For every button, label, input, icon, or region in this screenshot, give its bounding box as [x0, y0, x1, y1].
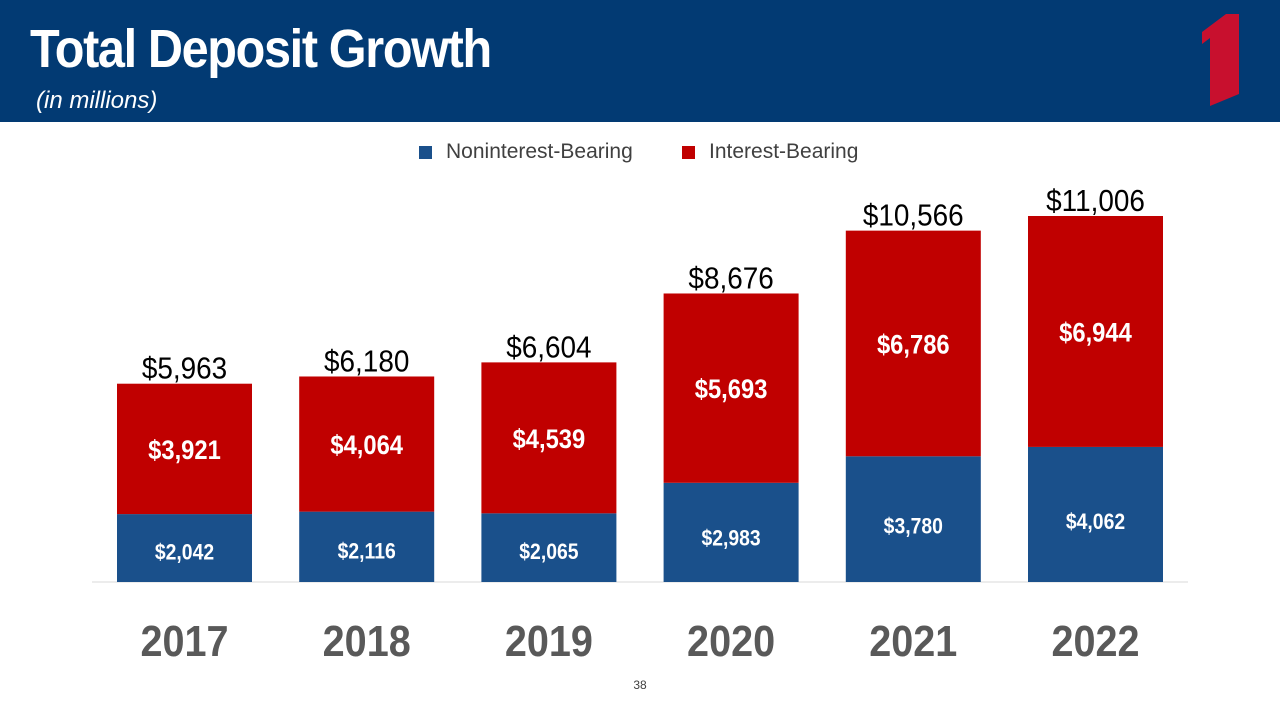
data-label-interest-bearing-2018: $4,064: [330, 431, 403, 461]
data-label-noninterest-bearing-2020: $2,983: [701, 526, 760, 550]
x-tick-label-2017: 2017: [140, 616, 228, 665]
bar-interest-bearing-2019: [481, 362, 617, 514]
data-label-interest-bearing-2017: $3,921: [148, 436, 221, 466]
page-subtitle: (in millions): [36, 87, 158, 114]
data-label-total-2018: $6,180: [324, 344, 409, 379]
bar-interest-bearing-2021: [845, 230, 981, 457]
x-tick-label-2022: 2022: [1051, 616, 1139, 665]
legend-swatch-interest-bearing: [682, 145, 695, 159]
page-title: Total Deposit Growth: [30, 19, 492, 79]
data-label-interest-bearing-2021: $6,786: [877, 330, 950, 360]
data-label-noninterest-bearing-2021: $3,780: [884, 514, 943, 538]
data-label-total-2022: $11,006: [1046, 184, 1145, 219]
bar-interest-bearing-2022: [1028, 216, 1163, 447]
data-label-noninterest-bearing-2022: $4,062: [1066, 510, 1125, 534]
legend-item-interest-bearing: Interest-Bearing: [682, 140, 858, 164]
brand-logo-icon: [1202, 14, 1239, 106]
data-label-total-2021: $10,566: [863, 198, 964, 233]
x-tick-label-2018: 2018: [323, 616, 411, 665]
data-label-interest-bearing-2020: $5,693: [695, 375, 768, 405]
bar-interest-bearing-2018: [299, 376, 435, 512]
data-label-interest-bearing-2019: $4,539: [513, 425, 586, 455]
x-tick-label-2019: 2019: [505, 616, 593, 665]
bar-noninterest-bearing-2020: [663, 482, 799, 582]
x-tick-label-2021: 2021: [869, 616, 957, 665]
bar-noninterest-bearing-2021: [845, 456, 981, 582]
data-label-noninterest-bearing-2017: $2,042: [155, 540, 214, 564]
legend-swatch-noninterest-bearing: [419, 145, 432, 159]
legend-label-interest-bearing: Interest-Bearing: [709, 140, 859, 163]
bar-interest-bearing-2020: [663, 293, 799, 483]
bar-noninterest-bearing-2022: [1028, 446, 1163, 582]
bar-noninterest-bearing-2018: [299, 511, 435, 582]
bar-noninterest-bearing-2019: [481, 513, 617, 582]
x-tick-label-2020: 2020: [687, 616, 775, 665]
bar-noninterest-bearing-2017: [117, 514, 252, 582]
title-banner: Total Deposit Growth (in millions): [0, 0, 1280, 122]
legend-label-noninterest-bearing: Noninterest-Bearing: [446, 140, 633, 163]
bar-interest-bearing-2017: [117, 383, 252, 515]
data-label-total-2017: $5,963: [142, 351, 227, 386]
data-label-total-2020: $8,676: [688, 261, 773, 296]
data-label-total-2019: $6,604: [506, 330, 591, 365]
page-number: 38: [633, 678, 647, 692]
legend-item-noninterest-bearing: Noninterest-Bearing: [419, 140, 633, 164]
data-label-noninterest-bearing-2019: $2,065: [519, 540, 578, 564]
data-label-noninterest-bearing-2018: $2,116: [338, 539, 396, 563]
bar-group: $2,042 $3,921 $5,963 2017 $2,116 $4,064 $6,180…: [117, 184, 1163, 665]
data-label-interest-bearing-2022: $6,944: [1059, 318, 1132, 348]
chart-legend: Noninterest-Bearing Interest-Bearing: [0, 140, 1280, 164]
